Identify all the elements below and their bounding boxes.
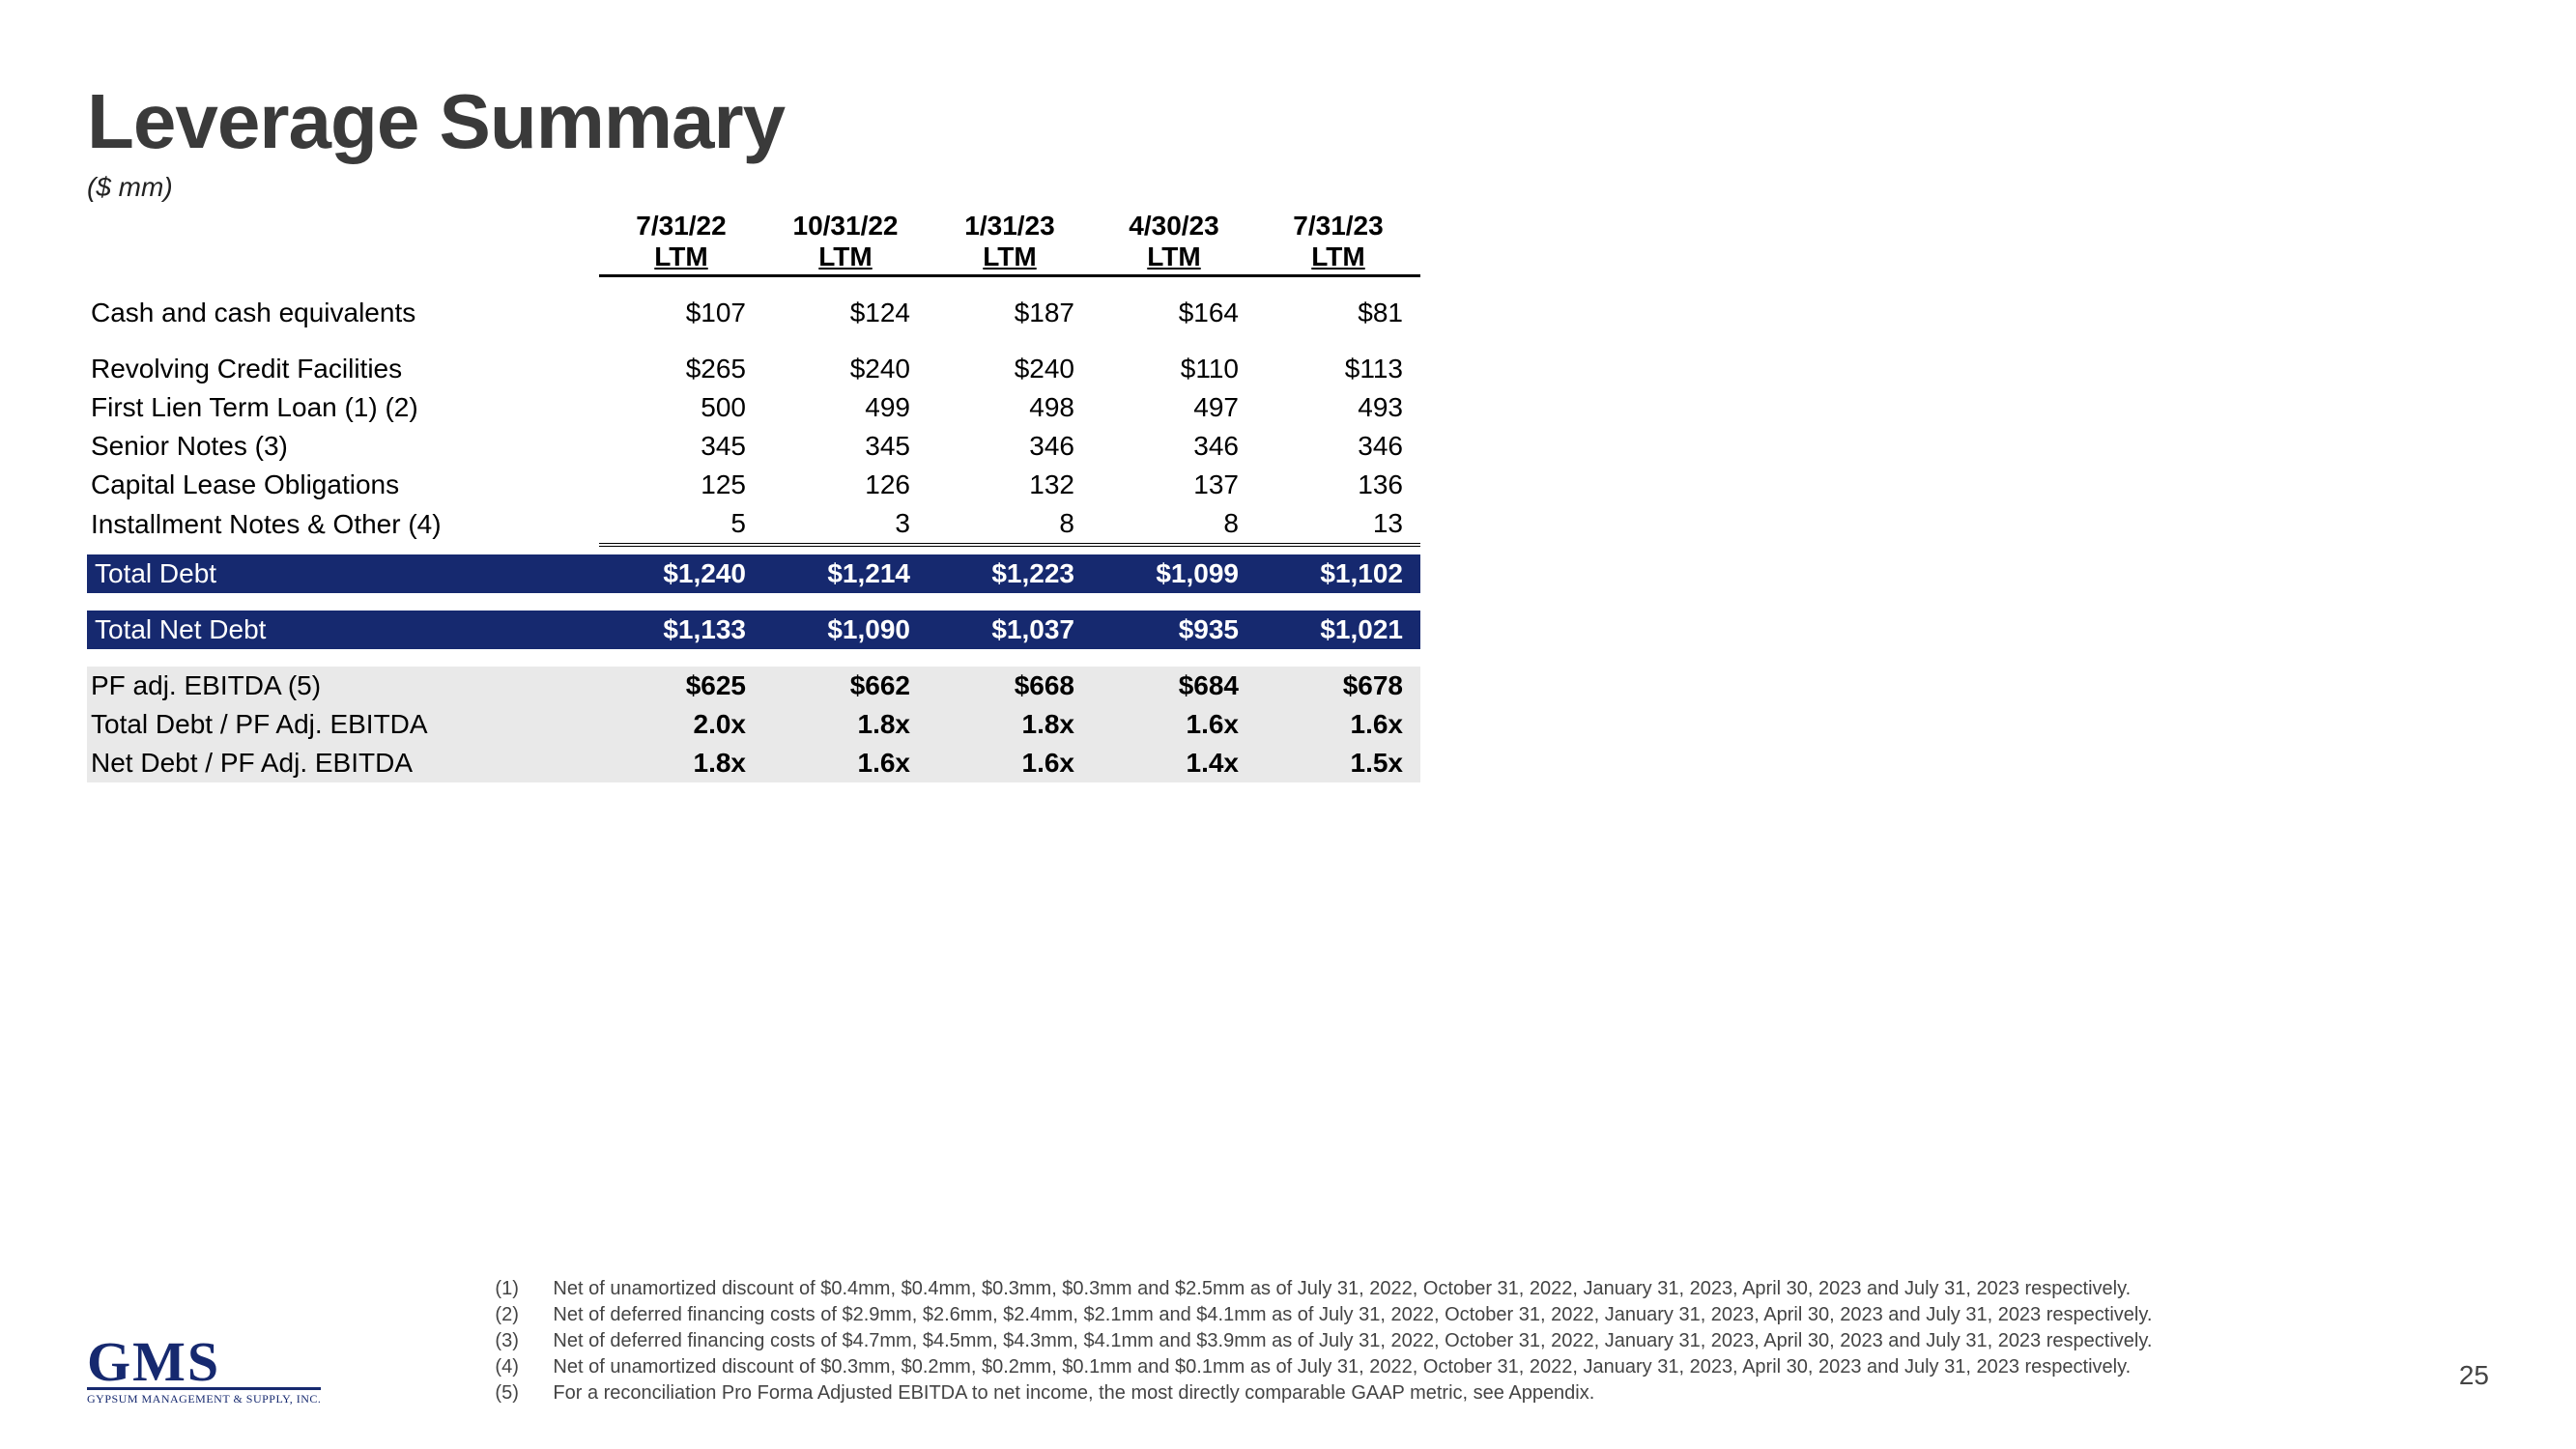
slide: Leverage Summary ($ mm) 7/31/22LTM 10/31…	[0, 0, 2576, 1449]
header-blank	[87, 207, 599, 276]
col-2: 1/31/23LTM	[928, 207, 1092, 276]
table-header-row: 7/31/22LTM 10/31/22LTM 1/31/23LTM 4/30/2…	[87, 207, 1420, 276]
row-seniornotes: Senior Notes (3) 345 345 346 346 346	[87, 427, 1420, 466]
page-number: 25	[2459, 1360, 2489, 1391]
row-revolver: Revolving Credit Facilities $265 $240 $2…	[87, 350, 1420, 388]
caplease-label: Capital Lease Obligations	[87, 466, 599, 504]
page-title: Leverage Summary	[87, 77, 2489, 166]
ebitda-label: PF adj. EBITDA (5)	[87, 667, 599, 705]
footnote-1: (1)Net of unamortized discount of $0.4mm…	[495, 1276, 2489, 1302]
company-logo: GMS GYPSUM MANAGEMENT & SUPPLY, INC.	[87, 1337, 321, 1406]
row-ebitda: PF adj. EBITDA (5) $625 $662 $668 $684 $…	[87, 667, 1420, 705]
row-install: Installment Notes & Other (4) 5 3 8 8 13	[87, 504, 1420, 545]
col-3: 4/30/23LTM	[1092, 207, 1256, 276]
leverage-table: 7/31/22LTM 10/31/22LTM 1/31/23LTM 4/30/2…	[87, 207, 1420, 782]
footnote-3: (3)Net of deferred financing costs of $4…	[495, 1328, 2489, 1354]
footer: GMS GYPSUM MANAGEMENT & SUPPLY, INC. (1)…	[87, 1276, 2489, 1406]
row-caplease: Capital Lease Obligations 125 126 132 13…	[87, 466, 1420, 504]
footnote-5: (5)For a reconciliation Pro Forma Adjust…	[495, 1380, 2489, 1406]
termloan-label: First Lien Term Loan (1) (2)	[87, 388, 599, 427]
netdebt-label: Total Net Debt	[87, 611, 599, 649]
row-termloan: First Lien Term Loan (1) (2) 500 499 498…	[87, 388, 1420, 427]
logo-text: GMS	[87, 1337, 321, 1390]
totaldebt-label: Total Debt	[87, 554, 599, 593]
logo-subtext: GYPSUM MANAGEMENT & SUPPLY, INC.	[87, 1392, 321, 1406]
seniornotes-label: Senior Notes (3)	[87, 427, 599, 466]
row-tdratio: Total Debt / PF Adj. EBITDA 2.0x 1.8x 1.…	[87, 705, 1420, 744]
ndratio-label: Net Debt / PF Adj. EBITDA	[87, 744, 599, 782]
footnotes: (1)Net of unamortized discount of $0.4mm…	[495, 1276, 2489, 1406]
col-4: 7/31/23LTM	[1256, 207, 1420, 276]
revolver-label: Revolving Credit Facilities	[87, 350, 599, 388]
cash-label: Cash and cash equivalents	[87, 294, 599, 332]
tdratio-label: Total Debt / PF Adj. EBITDA	[87, 705, 599, 744]
row-totaldebt: Total Debt $1,240 $1,214 $1,223 $1,099 $…	[87, 554, 1420, 593]
row-ndratio: Net Debt / PF Adj. EBITDA 1.8x 1.6x 1.6x…	[87, 744, 1420, 782]
unit-label: ($ mm)	[87, 172, 2489, 203]
row-cash: Cash and cash equivalents $107 $124 $187…	[87, 294, 1420, 332]
install-label: Installment Notes & Other (4)	[87, 504, 599, 545]
row-netdebt: Total Net Debt $1,133 $1,090 $1,037 $935…	[87, 611, 1420, 649]
col-1: 10/31/22LTM	[763, 207, 928, 276]
footnote-2: (2)Net of deferred financing costs of $2…	[495, 1302, 2489, 1328]
footnote-4: (4)Net of unamortized discount of $0.3mm…	[495, 1354, 2489, 1380]
col-0: 7/31/22LTM	[599, 207, 763, 276]
